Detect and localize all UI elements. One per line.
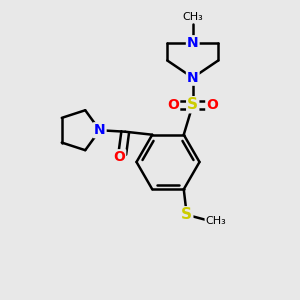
Text: CH₃: CH₃ bbox=[182, 12, 203, 22]
Text: CH₃: CH₃ bbox=[206, 216, 226, 226]
Text: O: O bbox=[113, 150, 125, 164]
Text: N: N bbox=[94, 123, 106, 137]
Text: N: N bbox=[187, 36, 199, 50]
Text: S: S bbox=[181, 207, 192, 222]
Text: O: O bbox=[206, 98, 218, 112]
Text: S: S bbox=[187, 97, 198, 112]
Text: N: N bbox=[187, 71, 199, 85]
Text: O: O bbox=[167, 98, 179, 112]
